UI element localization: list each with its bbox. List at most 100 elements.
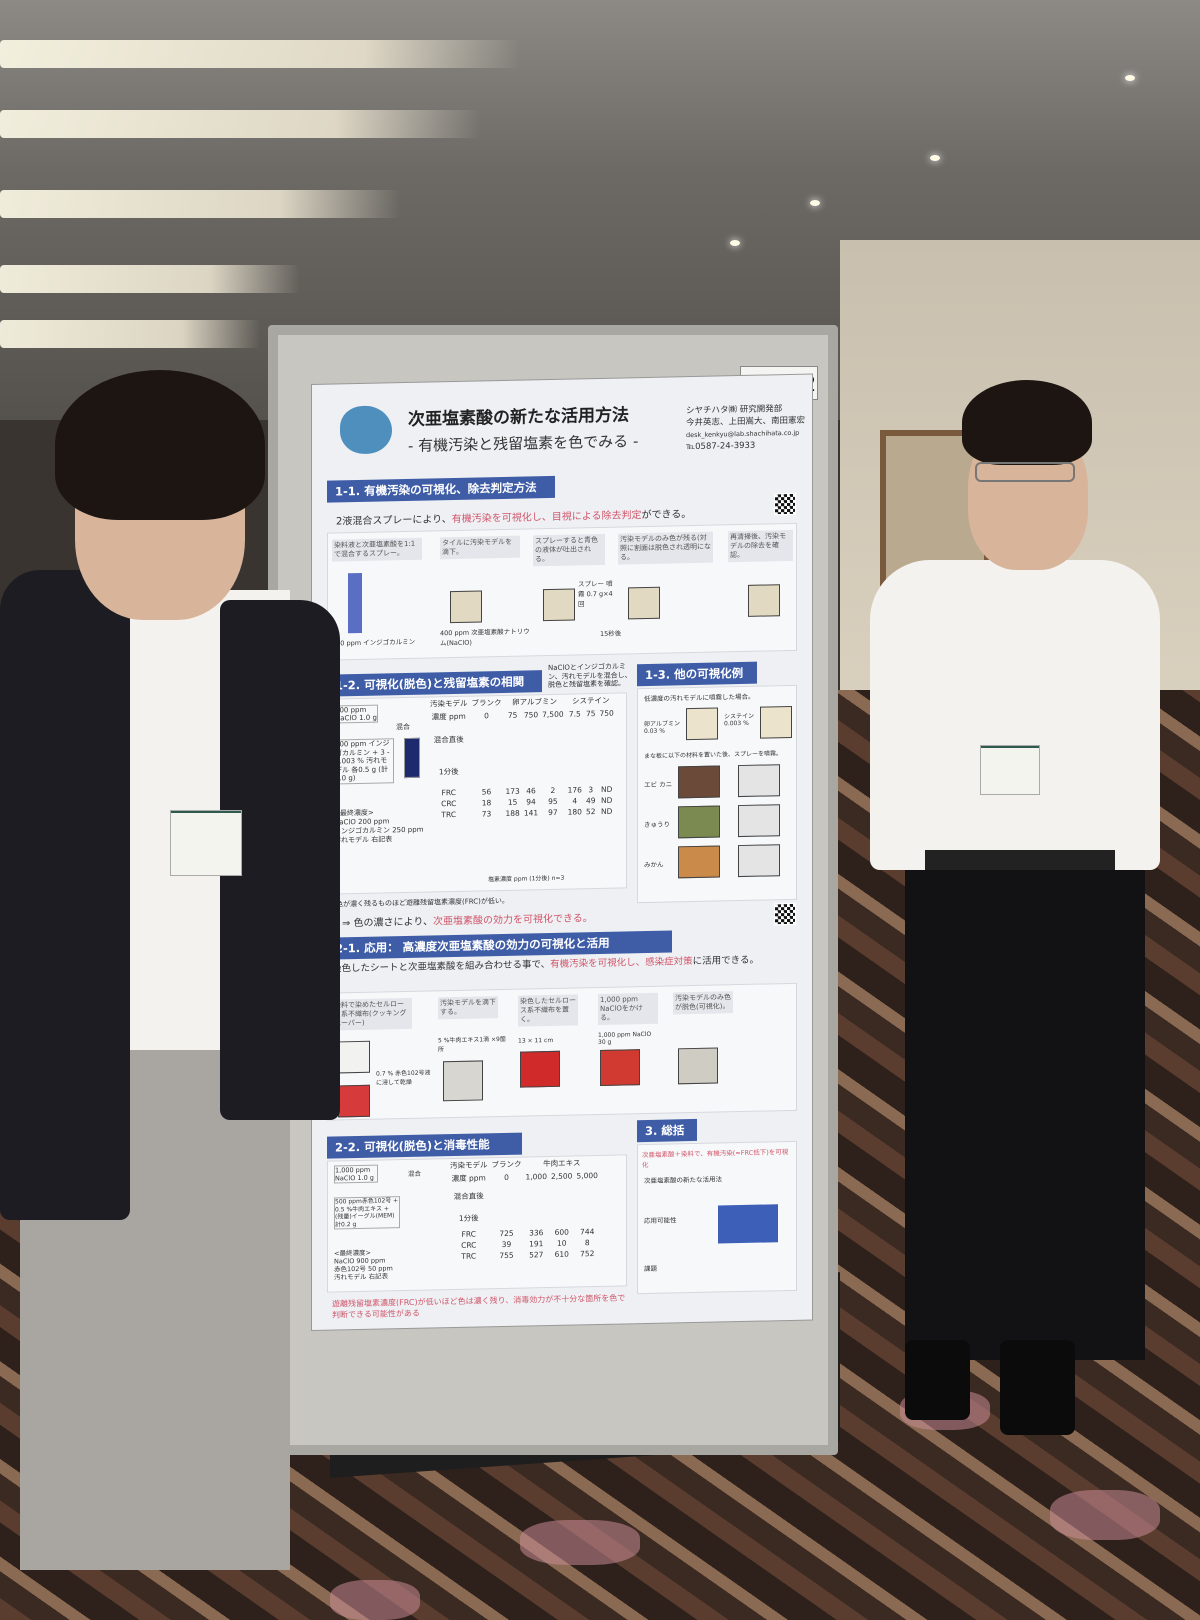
summary-panel: 次亜塩素酸＋染料で、有機汚染(=FRC低下)を可視化 次亜塩素酸の新たな活用法 … [637, 1140, 797, 1295]
belt [925, 850, 1115, 870]
chandelier-light [0, 265, 300, 293]
author-block: シヤチハタ㈱ 研究開発部 今井英志、上田嵩大、南田憲宏 desk_kenkyu@… [686, 403, 811, 454]
poster-subtitle: - 有機汚染と残留塩素を色でみる - [408, 432, 639, 455]
summary-bullet: 課題 [644, 1264, 657, 1274]
label: 500 ppm インジゴカルミン [332, 637, 416, 648]
step-5: 汚染モデルのみ色が脱色(可視化)。 [673, 991, 733, 1015]
section-2-2-footer: 遊離残留塩素濃度(FRC)が低いほど色は濃く残り、消毒効力が不十分な箇所を色で判… [332, 1293, 626, 1320]
food-photo [678, 765, 720, 799]
correlation-panel: 400 ppm NaClO 1.0 g 500 ppm インジゴカルミン + 3… [327, 692, 627, 895]
ceiling-spotlight [730, 240, 740, 246]
label: 500 ppm赤色102号 + 0.5 %牛肉エキス + (残量)イーグル(ME… [334, 1196, 400, 1230]
correlation-table: 汚染モデル ブランク 卵アルブミン システイン 濃度 ppm 0 75 750 7,500 7.… [430, 695, 614, 820]
sample-swatch [686, 707, 718, 741]
label: きゅうり [644, 820, 670, 830]
section-heading-2-2: 2-2. 可視化(脱色)と消毒性能 [327, 1132, 522, 1159]
label: みかん [644, 860, 664, 870]
stained-tile [443, 1060, 483, 1102]
label: 低濃度の汚れモデルに噴霧した場合。 [644, 692, 755, 704]
label: システイン 0.003 % [724, 712, 755, 728]
shoe [1000, 1340, 1075, 1435]
disinfection-table: 汚染モデル ブランク 牛肉エキス 濃度 ppm 0 1,000 2,500 5,000 混合… [450, 1158, 598, 1261]
section-heading-2-1: 2-1. 応用： 高濃度次亜塩素酸の効力の可視化と活用 [327, 930, 672, 960]
label: 500 ppm インジゴカルミン + 3 - 0.003 % 汚れモデル 各0.… [334, 738, 394, 785]
label: 400 ppm 次亜塩素酸ナトリウム(NaClO) [440, 627, 530, 648]
mix-vial [404, 737, 420, 779]
chandelier-light [0, 110, 480, 138]
result-sheet [678, 1047, 718, 1085]
section-heading-1-2: 1-2. 可視化(脱色)と残留塩素の相関 [327, 670, 542, 697]
summary-bullet: 応用可能性 [644, 1216, 677, 1226]
research-poster: 次亜塩素酸の新たな活用方法 - 有機汚染と残留塩素を色でみる - シヤチハタ㈱ … [312, 374, 812, 1330]
chandelier-light [0, 320, 260, 348]
visualization-examples-panel: 低濃度の汚れモデルに噴霧した場合。 卵アルブミン 0.03 % システイン 0.… [637, 684, 797, 904]
label: 15秒後 [600, 629, 622, 638]
qr-code [774, 902, 796, 926]
step-3: スプレーすると青色の液体が吐出される。 [533, 533, 605, 567]
section-heading-1-3: 1-3. 他の可視化例 [637, 661, 757, 687]
ceiling-spotlight [810, 200, 820, 206]
shoe [905, 1340, 970, 1420]
step-2: タイルに汚染モデルを滴下。 [440, 535, 520, 560]
ceiling-spotlight [930, 155, 940, 161]
step-2: 汚染モデルを滴下する。 [438, 996, 498, 1020]
section-1-2-takeaway: ⇒ 色の濃さにより、次亜塩素酸の効力を可視化できる。 [342, 913, 593, 930]
glasses [975, 462, 1075, 482]
step-4: 1,000 ppm NaClOをかける。 [598, 992, 658, 1026]
result-photo [738, 844, 780, 878]
food-photo [678, 805, 720, 839]
section-1-2-note: NaClOとインジゴカルミン、汚れモデルを混合し、脱色と残留塩素を確認。 [548, 662, 632, 690]
final-concentration: <最終濃度> NaClO 200 ppm インジゴカルミン 250 ppm 汚れモデル… [334, 808, 424, 845]
dyed-sheet [600, 1049, 640, 1086]
section-heading-3: 3. 総括 [637, 1118, 697, 1143]
label: スプレー 噴霧 0.7 g×4回 [578, 579, 613, 609]
step-1: 染料液と次亜塩素酸を1:1で混合するスプレー。 [332, 537, 422, 562]
chandelier-light [0, 40, 520, 68]
dyed-sheet [520, 1050, 560, 1088]
label: 塩素濃度 ppm (1分後) n=3 [488, 874, 565, 884]
label: 卵アルブミン 0.03 % [644, 720, 680, 736]
blue-sheet-photo [718, 1204, 778, 1244]
section-1-1-lead: 2液混合スプレーにより、有機汚染を可視化し、目視による除去判定ができる。 [336, 509, 692, 528]
summary-bullet: 次亜塩素酸の新たな活用法 [644, 1175, 722, 1186]
label: まな板に以下の材料を置いた後、スプレーを噴霧。 [644, 750, 783, 761]
tile-sample [748, 584, 780, 617]
method-steps-panel: 染料液と次亜塩素酸を1:1で混合するスプレー。 タイルに汚染モデルを滴下。 スプ… [327, 522, 797, 661]
step-3: 染色したセルロース系不織布を置く。 [518, 994, 578, 1027]
name-badge [980, 745, 1040, 795]
step-1: 染料で染めたセルロース系不織布(クッキングペーパー) [332, 997, 412, 1031]
label: 400 ppm NaClO 1.0 g [334, 704, 378, 724]
label: 1,000 ppm NaClO 1.0 g [334, 1164, 378, 1184]
label: 混合 [408, 1169, 421, 1178]
dark-jacket [0, 570, 130, 1220]
tile-sample [543, 588, 575, 622]
chandelier-light [0, 190, 400, 218]
tile-sample [628, 586, 660, 620]
name-badge [170, 810, 242, 876]
tile-sample [450, 590, 482, 624]
spray-bottle-diagram [348, 572, 362, 634]
label: 0.7 % 赤色102号液に浸して乾燥 [376, 1069, 431, 1087]
step-4: 汚染モデルのみ色が残る(対照に割面は脱色され透明になる。 [618, 531, 713, 565]
company-logo [340, 405, 392, 455]
white-sheet [338, 1040, 370, 1074]
black-trousers [905, 860, 1145, 1360]
result-photo [738, 764, 780, 798]
final-concentration: <最終濃度> NaClO 900 ppm 赤色102号 50 ppm 汚れモデル 右記… [334, 1248, 393, 1282]
application-steps-panel: 染料で染めたセルロース系不織布(クッキングペーパー) 汚染モデルを滴下する。 染… [327, 982, 797, 1121]
hair [55, 370, 265, 520]
disinfection-panel: 1,000 ppm NaClO 1.0 g 500 ppm赤色102号 + 0.… [327, 1154, 627, 1293]
label: 1,000 ppm NaClO 30 g [598, 1030, 652, 1047]
hair [962, 380, 1092, 465]
label: 13 × 11 cm [518, 1036, 554, 1045]
phone: ℡0587-24-3933 [686, 440, 756, 453]
step-5: 再清掃後、汚染モデルの除去を確認。 [728, 529, 793, 563]
qr-code [774, 492, 796, 516]
section-heading-1-1: 1-1. 有機汚染の可視化、除去判定方法 [327, 475, 555, 503]
dyed-sheet [338, 1084, 370, 1118]
summary-lead: 次亜塩素酸＋染料で、有機汚染(=FRC低下)を可視化 [642, 1148, 789, 1170]
poster-title: 次亜塩素酸の新たな活用方法 [408, 405, 629, 430]
label: 混合 [396, 722, 410, 732]
food-photo [678, 845, 720, 879]
label: 5 %牛肉エキス1滴 ×9箇所 [438, 1035, 506, 1054]
